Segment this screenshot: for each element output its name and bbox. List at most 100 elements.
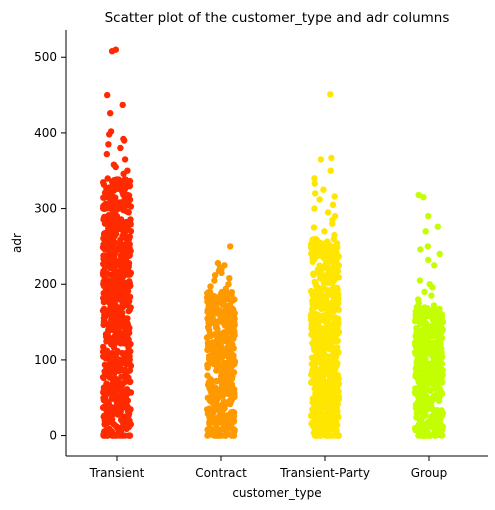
data-point	[102, 293, 109, 300]
data-point	[311, 432, 319, 439]
data-point	[103, 365, 110, 372]
data-point	[310, 256, 317, 263]
data-point	[121, 323, 128, 331]
data-point	[99, 404, 107, 411]
x-tick-label: Transient	[89, 466, 145, 480]
data-point	[417, 409, 425, 416]
data-point	[428, 346, 436, 353]
data-point	[321, 228, 328, 235]
data-point	[319, 404, 326, 412]
data-point	[121, 280, 128, 287]
data-point	[100, 235, 107, 242]
data-point	[120, 350, 128, 357]
data-point	[313, 365, 320, 373]
data-point	[431, 262, 438, 269]
data-point	[99, 307, 107, 314]
data-point	[103, 432, 110, 439]
data-point	[311, 180, 318, 187]
data-point	[310, 270, 317, 277]
data-point	[110, 212, 118, 220]
data-point	[109, 277, 117, 284]
data-point	[310, 224, 318, 231]
data-point	[119, 101, 126, 109]
data-point	[207, 289, 214, 296]
data-point	[103, 399, 111, 406]
data-point	[227, 298, 235, 305]
data-point	[216, 393, 223, 401]
data-point	[104, 175, 111, 182]
data-point	[221, 405, 228, 412]
data-point	[319, 343, 326, 350]
data-point	[118, 220, 125, 228]
data-point	[101, 213, 108, 221]
x-tick-label: Transient-Party	[279, 466, 370, 480]
data-point	[317, 432, 324, 439]
data-point	[326, 334, 334, 341]
data-point	[218, 269, 225, 277]
data-point	[438, 378, 446, 386]
data-point	[332, 299, 339, 306]
data-point	[125, 432, 133, 439]
data-point	[320, 186, 327, 193]
data-point	[126, 417, 133, 424]
data-point	[439, 371, 446, 378]
data-point	[324, 380, 332, 387]
data-point	[318, 300, 326, 307]
data-point	[125, 235, 133, 243]
data-point	[436, 423, 443, 430]
data-point	[119, 252, 127, 259]
data-point	[109, 249, 116, 256]
data-point	[119, 300, 127, 308]
data-point	[325, 306, 332, 313]
data-point	[432, 340, 439, 347]
data-point	[420, 194, 427, 201]
data-point	[125, 412, 132, 419]
data-point	[107, 357, 115, 364]
data-point	[421, 356, 429, 363]
data-point	[101, 421, 108, 428]
data-point	[230, 426, 237, 433]
data-point	[126, 280, 134, 287]
data-point	[102, 194, 109, 201]
data-point	[108, 337, 115, 344]
data-point	[322, 292, 329, 299]
data-point	[230, 331, 237, 338]
data-point	[217, 417, 224, 424]
data-point	[120, 272, 128, 279]
data-point	[323, 273, 330, 281]
y-axis-ticks: 0 100 200 300 400 500	[34, 50, 66, 443]
data-point	[230, 432, 237, 439]
data-point	[121, 340, 128, 347]
series-group	[411, 191, 447, 439]
data-point	[214, 432, 221, 439]
data-point	[327, 167, 334, 174]
data-point	[437, 346, 444, 354]
data-point	[416, 277, 424, 284]
data-point	[330, 391, 337, 398]
data-point	[228, 395, 236, 402]
data-point	[428, 292, 435, 299]
x-tick-label: Contract	[195, 466, 247, 480]
data-point	[424, 243, 431, 250]
data-point	[420, 313, 428, 320]
data-point	[427, 432, 434, 439]
data-point	[214, 333, 221, 341]
data-point	[113, 259, 120, 266]
data-point	[332, 375, 340, 382]
data-point	[311, 175, 318, 182]
data-point	[120, 170, 127, 177]
x-axis-ticks: Transient Contract Transient-Party Group	[89, 456, 447, 480]
data-point	[435, 331, 442, 339]
data-point	[417, 421, 424, 429]
data-point	[310, 338, 318, 346]
data-point	[106, 299, 113, 307]
data-point	[321, 280, 328, 287]
data-point	[329, 220, 336, 227]
data-point	[328, 154, 335, 162]
data-point	[113, 336, 120, 344]
data-point	[124, 403, 131, 410]
data-point	[226, 309, 233, 316]
data-point	[110, 291, 118, 298]
data-point	[229, 408, 237, 416]
data-point	[327, 339, 335, 347]
